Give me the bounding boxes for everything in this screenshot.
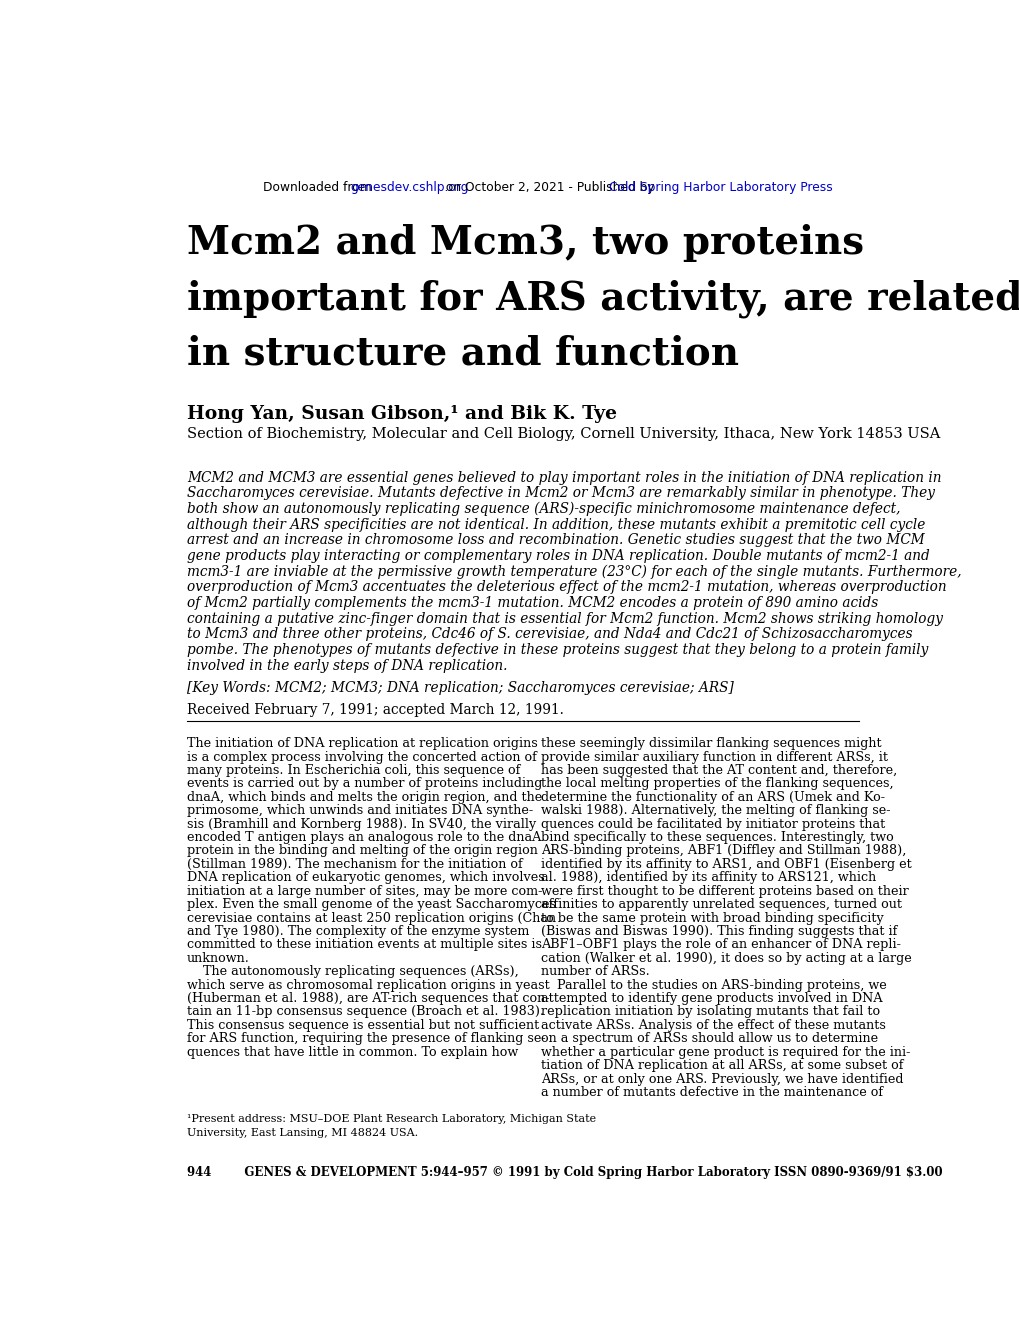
Text: tain an 11-bp consensus sequence (Broach et al. 1983).: tain an 11-bp consensus sequence (Broach… [186,1005,543,1019]
Text: Section of Biochemistry, Molecular and Cell Biology, Cornell University, Ithaca,: Section of Biochemistry, Molecular and C… [186,427,940,442]
Text: (Huberman et al. 1988), are AT-rich sequences that con-: (Huberman et al. 1988), are AT-rich sequ… [186,992,549,1005]
Text: 944        GENES & DEVELOPMENT 5:944–957 © 1991 by Cold Spring Harbor Laboratory: 944 GENES & DEVELOPMENT 5:944–957 © 1991… [186,1165,942,1179]
Text: ¹Present address: MSU–DOE Plant Research Laboratory, Michigan State: ¹Present address: MSU–DOE Plant Research… [186,1115,595,1124]
Text: both show an autonomously replicating sequence (ARS)-specific minichromosome mai: both show an autonomously replicating se… [186,502,900,517]
Text: dnaA, which binds and melts the origin region, and the: dnaA, which binds and melts the origin r… [186,790,541,804]
Text: pombe. The phenotypes of mutants defective in these proteins suggest that they b: pombe. The phenotypes of mutants defecti… [186,643,927,657]
Text: DNA replication of eukaryotic genomes, which involves: DNA replication of eukaryotic genomes, w… [186,872,544,884]
Text: sis (Bramhill and Kornberg 1988). In SV40, the virally: sis (Bramhill and Kornberg 1988). In SV4… [186,817,536,830]
Text: events is carried out by a number of proteins including: events is carried out by a number of pro… [186,777,542,790]
Text: has been suggested that the AT content and, therefore,: has been suggested that the AT content a… [540,764,897,777]
Text: Saccharomyces cerevisiae. Mutants defective in Mcm2 or Mcm3 are remarkably simil: Saccharomyces cerevisiae. Mutants defect… [186,486,933,501]
Text: number of ARSs.: number of ARSs. [540,965,649,979]
Text: walski 1988). Alternatively, the melting of flanking se-: walski 1988). Alternatively, the melting… [540,804,890,817]
Text: were first thought to be different proteins based on their: were first thought to be different prote… [540,885,908,897]
Text: cation (Walker et al. 1990), it does so by acting at a large: cation (Walker et al. 1990), it does so … [540,952,911,965]
Text: for ARS function, requiring the presence of flanking se-: for ARS function, requiring the presence… [186,1032,545,1045]
Text: containing a putative zinc-finger domain that is essential for Mcm2 function. Mc: containing a putative zinc-finger domain… [186,611,942,626]
Text: (Biswas and Biswas 1990). This finding suggests that if: (Biswas and Biswas 1990). This finding s… [540,925,897,939]
Text: encoded T antigen plays an analogous role to the dnaA: encoded T antigen plays an analogous rol… [186,832,541,844]
Text: primosome, which unwinds and initiates DNA synthe-: primosome, which unwinds and initiates D… [186,804,532,817]
Text: affinities to apparently unrelated sequences, turned out: affinities to apparently unrelated seque… [540,898,901,910]
Text: ARS-binding proteins, ABF1 (Diffley and Stillman 1988),: ARS-binding proteins, ABF1 (Diffley and … [540,845,906,857]
Text: on a spectrum of ARSs should allow us to determine: on a spectrum of ARSs should allow us to… [540,1032,877,1045]
Text: to be the same protein with broad binding specificity: to be the same protein with broad bindin… [540,912,882,925]
Text: and Tye 1980). The complexity of the enzyme system: and Tye 1980). The complexity of the enz… [186,925,529,939]
Text: whether a particular gene product is required for the ini-: whether a particular gene product is req… [540,1045,909,1059]
Text: these seemingly dissimilar flanking sequences might: these seemingly dissimilar flanking sequ… [540,737,880,750]
Text: Received February 7, 1991; accepted March 12, 1991.: Received February 7, 1991; accepted Marc… [186,704,564,717]
Text: replication initiation by isolating mutants that fail to: replication initiation by isolating muta… [540,1005,879,1019]
Text: attempted to identify gene products involved in DNA: attempted to identify gene products invo… [540,992,881,1005]
Text: ARSs, or at only one ARS. Previously, we have identified: ARSs, or at only one ARS. Previously, we… [540,1072,903,1085]
Text: quences could be facilitated by initiator proteins that: quences could be facilitated by initiato… [540,817,884,830]
Text: Downloaded from: Downloaded from [262,180,375,194]
Text: which serve as chromosomal replication origins in yeast: which serve as chromosomal replication o… [186,979,549,992]
Text: (Stillman 1989). The mechanism for the initiation of: (Stillman 1989). The mechanism for the i… [186,858,522,870]
Text: provide similar auxiliary function in different ARSs, it: provide similar auxiliary function in di… [540,750,888,764]
Text: initiation at a large number of sites, may be more com-: initiation at a large number of sites, m… [186,885,542,897]
Text: activate ARSs. Analysis of the effect of these mutants: activate ARSs. Analysis of the effect of… [540,1019,884,1032]
Text: Mcm2 and Mcm3, two proteins: Mcm2 and Mcm3, two proteins [186,224,863,262]
Text: arrest and an increase in chromosome loss and recombination. Genetic studies sug: arrest and an increase in chromosome los… [186,534,923,547]
Text: the local melting properties of the flanking sequences,: the local melting properties of the flan… [540,777,893,790]
Text: quences that have little in common. To explain how: quences that have little in common. To e… [186,1045,518,1059]
Text: on October 2, 2021 - Published by: on October 2, 2021 - Published by [441,180,657,194]
Text: plex. Even the small genome of the yeast Saccharomyces: plex. Even the small genome of the yeast… [186,898,555,910]
Text: Hong Yan, Susan Gibson,¹ and Bik K. Tye: Hong Yan, Susan Gibson,¹ and Bik K. Tye [186,405,616,423]
Text: unknown.: unknown. [186,952,250,965]
Text: protein in the binding and melting of the origin region: protein in the binding and melting of th… [186,845,537,857]
Text: [Key Words: MCM2; MCM3; DNA replication; Saccharomyces cerevisiae; ARS]: [Key Words: MCM2; MCM3; DNA replication;… [186,681,733,694]
Text: committed to these initiation events at multiple sites is: committed to these initiation events at … [186,939,541,952]
Text: involved in the early steps of DNA replication.: involved in the early steps of DNA repli… [186,658,506,673]
Text: a number of mutants defective in the maintenance of: a number of mutants defective in the mai… [540,1085,882,1099]
Text: The autonomously replicating sequences (ARSs),: The autonomously replicating sequences (… [186,965,518,979]
Text: mcm3-1 are inviable at the permissive growth temperature (23°C) for each of the : mcm3-1 are inviable at the permissive gr… [186,565,961,579]
Text: of Mcm2 partially complements the mcm3-1 mutation. MCM2 encodes a protein of 890: of Mcm2 partially complements the mcm3-1… [186,595,877,610]
Text: although their ARS specificities are not identical. In addition, these mutants e: although their ARS specificities are not… [186,518,924,531]
Text: gene products play interacting or complementary roles in DNA replication. Double: gene products play interacting or comple… [186,549,928,563]
Text: This consensus sequence is essential but not sufficient: This consensus sequence is essential but… [186,1019,538,1032]
Text: Cold Spring Harbor Laboratory Press: Cold Spring Harbor Laboratory Press [609,180,833,194]
Text: many proteins. In Escherichia coli, this sequence of: many proteins. In Escherichia coli, this… [186,764,520,777]
Text: bind specifically to these sequences. Interestingly, two: bind specifically to these sequences. In… [540,832,893,844]
Text: determine the functionality of an ARS (Umek and Ko-: determine the functionality of an ARS (U… [540,790,884,804]
Text: is a complex process involving the concerted action of: is a complex process involving the conce… [186,750,536,764]
Text: al. 1988), identified by its affinity to ARS121, which: al. 1988), identified by its affinity to… [540,872,875,884]
Text: to Mcm3 and three other proteins, Cdc46 of S. cerevisiae, and Nda4 and Cdc21 of : to Mcm3 and three other proteins, Cdc46 … [186,627,912,641]
Text: genesdev.cshlp.org: genesdev.cshlp.org [350,180,468,194]
Text: tiation of DNA replication at all ARSs, at some subset of: tiation of DNA replication at all ARSs, … [540,1059,903,1072]
Text: identified by its affinity to ARS1, and OBF1 (Eisenberg et: identified by its affinity to ARS1, and … [540,858,911,870]
Text: in structure and function: in structure and function [186,335,738,372]
Text: overproduction of Mcm3 accentuates the deleterious effect of the mcm2-1 mutation: overproduction of Mcm3 accentuates the d… [186,581,946,594]
Text: MCM2 and MCM3 are essential genes believed to play important roles in the initia: MCM2 and MCM3 are essential genes believ… [186,471,941,485]
Text: Parallel to the studies on ARS-binding proteins, we: Parallel to the studies on ARS-binding p… [540,979,886,992]
Text: ABF1–OBF1 plays the role of an enhancer of DNA repli-: ABF1–OBF1 plays the role of an enhancer … [540,939,900,952]
Text: University, East Lansing, MI 48824 USA.: University, East Lansing, MI 48824 USA. [186,1128,418,1137]
Text: important for ARS activity, are related: important for ARS activity, are related [186,279,1019,318]
Text: The initiation of DNA replication at replication origins: The initiation of DNA replication at rep… [186,737,537,750]
Text: cerevisiae contains at least 250 replication origins (Chan: cerevisiae contains at least 250 replica… [186,912,555,925]
